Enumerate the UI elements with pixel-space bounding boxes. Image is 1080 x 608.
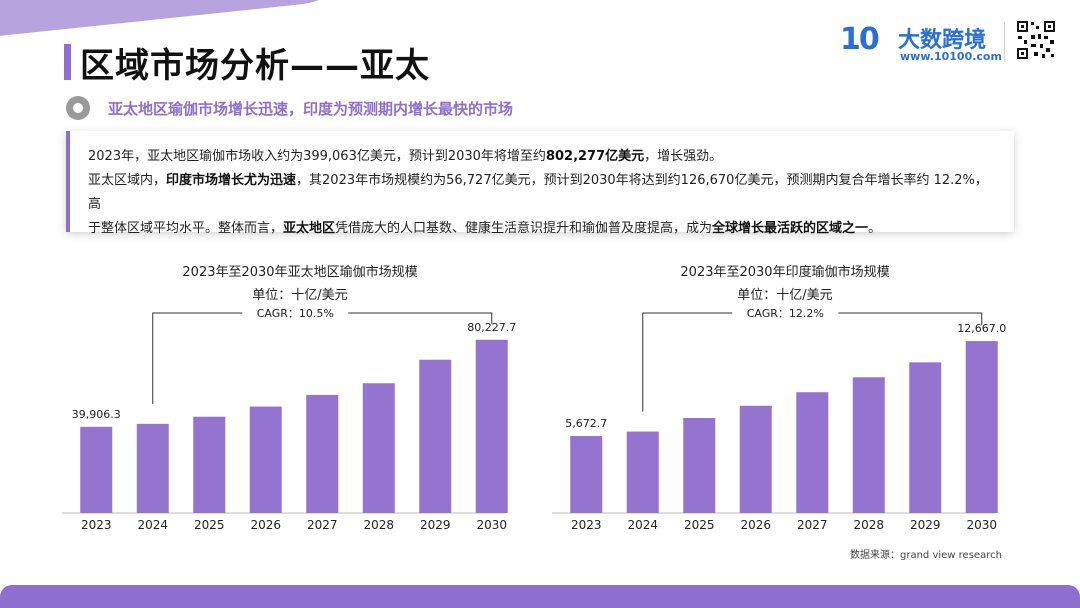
bottom-band [0, 585, 1080, 608]
bar-2030 [475, 339, 508, 513]
bar-2030 [965, 341, 998, 513]
x-tick-label: 2028 [363, 518, 394, 532]
bar-2028 [362, 383, 395, 513]
bar-2024 [136, 423, 169, 513]
cagr-label: CAGR：12.2% [747, 307, 824, 320]
x-tick-label: 2029 [910, 518, 941, 532]
title-accent-bar [64, 44, 71, 80]
data-source: 数据来源：grand view research [850, 550, 1002, 561]
logo-url: www.10100.com [900, 50, 1002, 63]
page-subtitle: 亚太地区瑜伽市场增长迅速，印度为预测期内增长最快的市场 [108, 100, 514, 118]
data-label: 80,227.7 [467, 321, 516, 334]
bar-2025 [193, 416, 226, 513]
logo-mark: 10 [840, 22, 880, 57]
bar-2026 [249, 406, 282, 513]
x-tick-label: 2026 [250, 518, 281, 532]
bar-2024 [626, 431, 659, 513]
cagr-bracket-left [642, 312, 733, 412]
chart-apac: 2023 39,906.3 2024 2025 2026 2027 2028 2029 2030… [62, 307, 516, 532]
gear-icon [66, 96, 90, 120]
data-label: 12,667.0 [957, 322, 1006, 335]
bar-2027 [306, 394, 339, 513]
bar-2029 [909, 362, 942, 513]
data-label: 39,906.3 [72, 408, 121, 421]
bar-2028 [852, 377, 885, 513]
cagr-bracket-left [152, 312, 243, 404]
bar-2026 [739, 405, 772, 513]
corner-decoration [0, 0, 362, 42]
bar-2023 [80, 426, 113, 513]
brand-logo: 10 大数跨境 www.10100.com [840, 20, 1002, 66]
x-tick-label: 2025 [684, 518, 715, 532]
x-tick-label: 2023 [81, 518, 112, 532]
logo-divider [1004, 22, 1005, 62]
x-tick-label: 2028 [853, 518, 884, 532]
x-tick-label: 2030 [476, 518, 507, 532]
page-title: 区域市场分析——亚太 [80, 46, 430, 86]
x-tick-label: 2027 [797, 518, 828, 532]
chart1-title: 2023年至2030年亚太地区瑜伽市场规模 单位：十亿/美元 [182, 265, 418, 303]
x-tick-label: 2025 [194, 518, 225, 532]
bar-2029 [419, 359, 452, 513]
cagr-label: CAGR：10.5% [257, 307, 334, 320]
data-label: 5,672.7 [565, 417, 607, 430]
bar-2023 [570, 436, 603, 513]
qr-code-icon [1016, 20, 1056, 60]
bar-2027 [796, 392, 829, 513]
x-tick-label: 2029 [420, 518, 451, 532]
summary-line-3: 于整体区域平均水平。整体而言，亚太地区凭借庞大的人口基数、健康生活意识提升和瑜伽… [88, 221, 882, 236]
chart2-title: 2023年至2030年印度瑜伽市场规模 单位：十亿/美元 [680, 265, 890, 303]
x-tick-label: 2027 [307, 518, 338, 532]
logo-name: 大数跨境 [898, 28, 987, 53]
x-tick-label: 2024 [627, 518, 658, 532]
cagr-bracket-right [838, 312, 983, 326]
x-tick-label: 2030 [966, 518, 997, 532]
summary-box: 2023年，亚太地区瑜伽市场收入约为399,063亿美元，预计到2030年将增至… [66, 131, 1014, 236]
summary-line-1: 2023年，亚太地区瑜伽市场收入约为399,063亿美元，预计到2030年将增至… [88, 149, 723, 164]
summary-line-2: 亚太区域内，印度市场增长尤为迅速，其2023年市场规模约为56,727亿美元，预… [88, 173, 988, 212]
x-tick-label: 2026 [740, 518, 771, 532]
bar-2025 [683, 418, 716, 513]
cagr-bracket-right [348, 312, 493, 324]
x-tick-label: 2024 [137, 518, 168, 532]
chart-india: 2023 5,672.7 2024 2025 2026 2027 2028 2029 2030 1… [552, 307, 1006, 532]
x-tick-label: 2023 [571, 518, 602, 532]
